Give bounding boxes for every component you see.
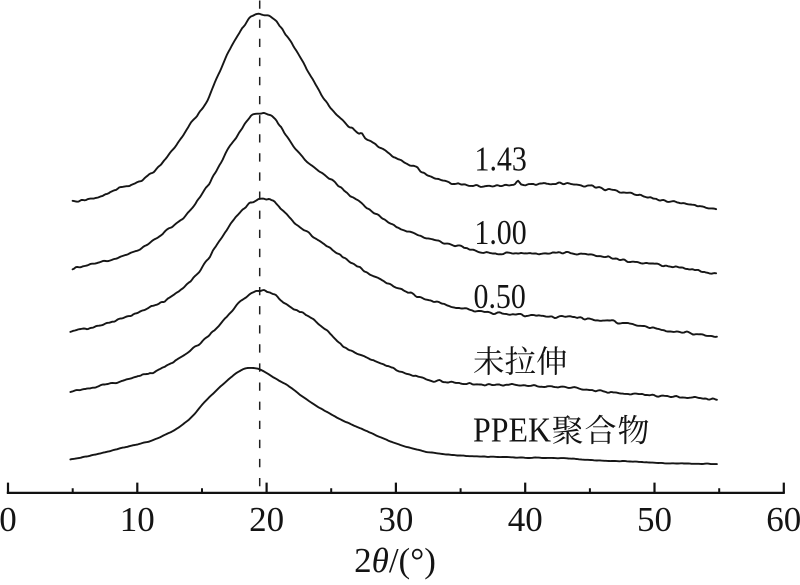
- svg-text:30: 30: [378, 500, 413, 539]
- svg-text:0.50: 0.50: [474, 277, 526, 316]
- svg-text:40: 40: [508, 500, 543, 539]
- svg-text:50: 50: [637, 500, 672, 539]
- svg-text:1.43: 1.43: [475, 140, 527, 179]
- svg-text:0: 0: [0, 500, 17, 539]
- svg-text:2θ/(°): 2θ/(°): [354, 541, 436, 580]
- svg-text:10: 10: [120, 500, 155, 539]
- svg-text:20: 20: [249, 500, 284, 539]
- svg-text:1.00: 1.00: [474, 213, 526, 252]
- svg-text:60: 60: [766, 500, 800, 539]
- svg-text:PPEK: PPEK: [473, 411, 551, 450]
